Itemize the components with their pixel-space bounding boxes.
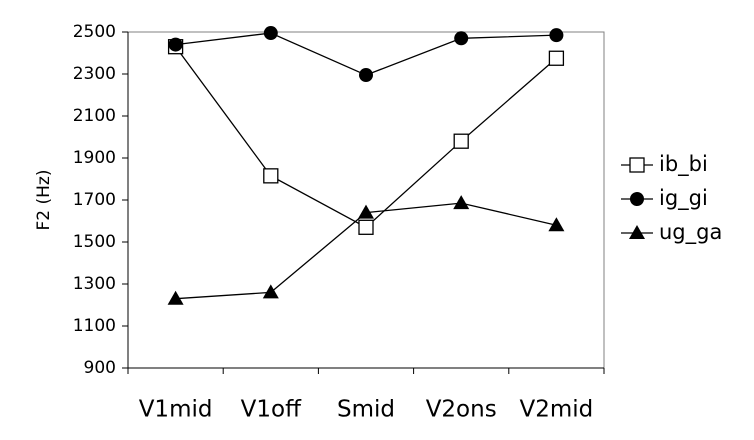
data-point-ig_gi	[549, 28, 564, 43]
x-tick-label: V1mid	[139, 397, 213, 423]
legend-item-ib_bi: ib_bi	[621, 152, 708, 177]
data-point-ug_ga	[453, 195, 470, 210]
y-tick-label: 900	[84, 358, 116, 378]
x-tick-label: Smid	[337, 397, 395, 423]
x-tick-label: V1off	[241, 397, 302, 423]
data-point-ig_gi	[168, 37, 183, 52]
x-tick-label: V2ons	[426, 397, 497, 423]
legend-label: ug_ga	[659, 220, 722, 245]
data-point-ib_bi	[548, 50, 565, 66]
y-tick-label: 1500	[73, 232, 116, 252]
y-tick-label: 1300	[73, 274, 116, 294]
data-point-ug_ga	[358, 204, 374, 219]
legend-label: ig_gi	[659, 186, 708, 211]
data-point-ib_bi	[358, 219, 374, 235]
data-point-ib_bi	[453, 133, 469, 149]
data-point-ug_ga	[262, 284, 279, 299]
plot-area	[127, 31, 605, 369]
y-tick-label: 1100	[73, 316, 116, 336]
data-point-ib_bi	[263, 168, 279, 184]
y-tick-label: 2100	[73, 106, 116, 126]
series-ig_gi	[168, 26, 564, 83]
data-point-ig_gi	[359, 68, 373, 83]
x-axis: V1mid V1off Smid V2ons V2mid	[127, 367, 605, 423]
series-layer	[167, 26, 565, 305]
y-tick-label: 2300	[73, 64, 116, 84]
legend-marker-ib_bi	[629, 157, 645, 173]
data-point-ug_ga	[548, 217, 565, 232]
data-point-ig_gi	[263, 26, 278, 41]
legend: ib_bi ig_gi ug_ga	[621, 152, 722, 245]
y-tick-label: 1700	[73, 190, 116, 210]
data-point-ig_gi	[454, 31, 469, 46]
legend-item-ig_gi: ig_gi	[621, 186, 708, 211]
legend-marker-ig_gi	[630, 192, 644, 206]
y-tick-label: 1900	[73, 148, 116, 168]
legend-item-ug_ga: ug_ga	[621, 220, 722, 245]
data-point-ug_ga	[167, 290, 184, 305]
legend-label: ib_bi	[659, 152, 708, 177]
legend-marker-ug_ga	[629, 225, 645, 239]
series-ug_ga	[167, 195, 565, 305]
x-tick-label: V2mid	[520, 397, 594, 423]
y-axis-label: F2 (Hz)	[34, 170, 54, 231]
y-axis: 900 1100 1300 1500 1700 1900 2100 2300 2500	[73, 22, 129, 378]
y-tick-label: 2500	[73, 22, 116, 42]
